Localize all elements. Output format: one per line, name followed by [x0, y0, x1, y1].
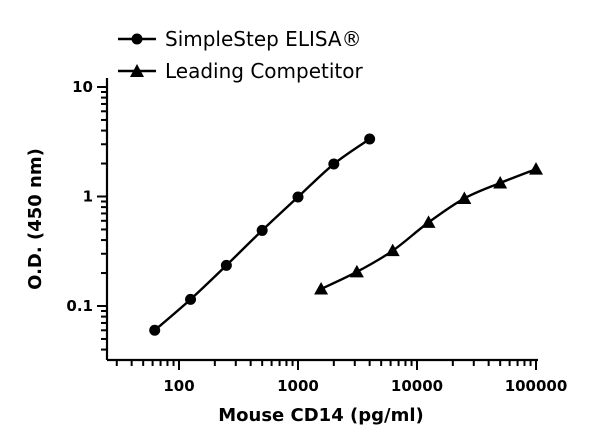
x-axis-title: Mouse CD14 (pg/ml) — [218, 405, 423, 426]
y-tick-label: 1 — [83, 188, 93, 206]
y-tick-label: 0.1 — [66, 297, 93, 315]
x-tick-label: 100 — [163, 377, 194, 395]
data-point-circle — [292, 191, 304, 203]
data-point-triangle — [349, 264, 364, 278]
series-competitor — [314, 162, 543, 295]
data-point-circle — [364, 133, 376, 145]
data-point-triangle — [493, 175, 508, 189]
legend-marker-competitor — [130, 64, 144, 77]
series-simplestep — [149, 133, 376, 336]
data-point-circle — [328, 158, 340, 170]
data-point-triangle — [529, 162, 543, 175]
data-point-circle — [149, 324, 161, 336]
data-point-triangle — [314, 281, 329, 295]
plot-area — [149, 133, 543, 336]
y-tick-label: 10 — [72, 78, 93, 96]
data-point-circle — [256, 224, 268, 236]
legend-label-competitor: Leading Competitor — [165, 59, 363, 83]
legend-label-simplestep: SimpleStep ELISA® — [165, 27, 362, 51]
legend-marker-simplestep — [131, 33, 143, 45]
data-point-triangle — [421, 215, 436, 228]
x-tick-label: 10000 — [391, 377, 443, 395]
x-tick-label: 100000 — [505, 377, 568, 395]
data-point-circle — [220, 259, 232, 271]
x-axis-ticks: 100 1000 10000 100000 — [115, 360, 568, 395]
data-point-triangle — [457, 191, 472, 204]
y-axis-title: O.D. (450 nm) — [25, 148, 46, 290]
data-point-triangle — [385, 243, 400, 257]
data-point-circle — [185, 293, 197, 305]
legend: SimpleStep ELISA® Leading Competitor — [118, 27, 363, 83]
y-axis-ticks: 0.1 1 10 — [66, 78, 107, 351]
x-tick-label: 1000 — [277, 377, 319, 395]
